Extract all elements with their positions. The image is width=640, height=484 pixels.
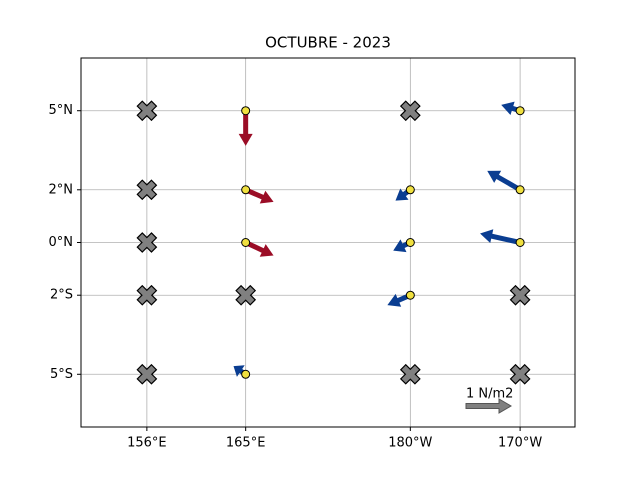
missing-marker xyxy=(509,284,531,306)
station-dot xyxy=(515,106,525,116)
chart-title: OCTUBRE - 2023 xyxy=(265,34,391,52)
station-dot xyxy=(241,185,251,195)
missing-marker xyxy=(399,100,421,122)
x-tick-label: 165°E xyxy=(226,436,266,451)
station-dot xyxy=(515,185,525,195)
wind-arrow xyxy=(480,229,521,245)
wind-arrow xyxy=(244,240,274,257)
station-dot xyxy=(405,185,415,195)
y-tick-label: 0°N xyxy=(49,235,74,250)
wind-arrow xyxy=(487,170,522,192)
station-dot xyxy=(515,238,525,247)
x-tick-label: 156°E xyxy=(127,436,167,451)
missing-marker xyxy=(509,363,531,385)
station-dot xyxy=(241,106,251,116)
plot-frame xyxy=(80,57,576,428)
station-dot xyxy=(405,290,415,300)
missing-marker xyxy=(136,232,158,253)
missing-marker xyxy=(399,363,421,385)
y-tick-label: 5°S xyxy=(50,367,73,382)
missing-marker xyxy=(136,179,158,201)
key-arrow xyxy=(465,398,512,414)
y-tick-label: 2°N xyxy=(49,182,74,197)
station-dot xyxy=(241,238,251,247)
wind-arrow xyxy=(244,187,274,204)
key-label: 1 N/m2 xyxy=(466,387,513,402)
y-tick-label: 2°S xyxy=(50,288,73,303)
wind-arrow xyxy=(238,110,253,146)
station-dot xyxy=(241,369,251,379)
y-tick-label: 5°N xyxy=(49,103,74,118)
missing-marker xyxy=(235,284,257,306)
wind-arrow xyxy=(387,292,412,307)
x-tick-label: 170°W xyxy=(498,436,542,451)
missing-marker xyxy=(136,100,158,122)
x-tick-label: 180°W xyxy=(388,436,432,451)
missing-marker xyxy=(136,284,158,306)
station-dot xyxy=(405,238,415,247)
missing-marker xyxy=(136,363,158,385)
